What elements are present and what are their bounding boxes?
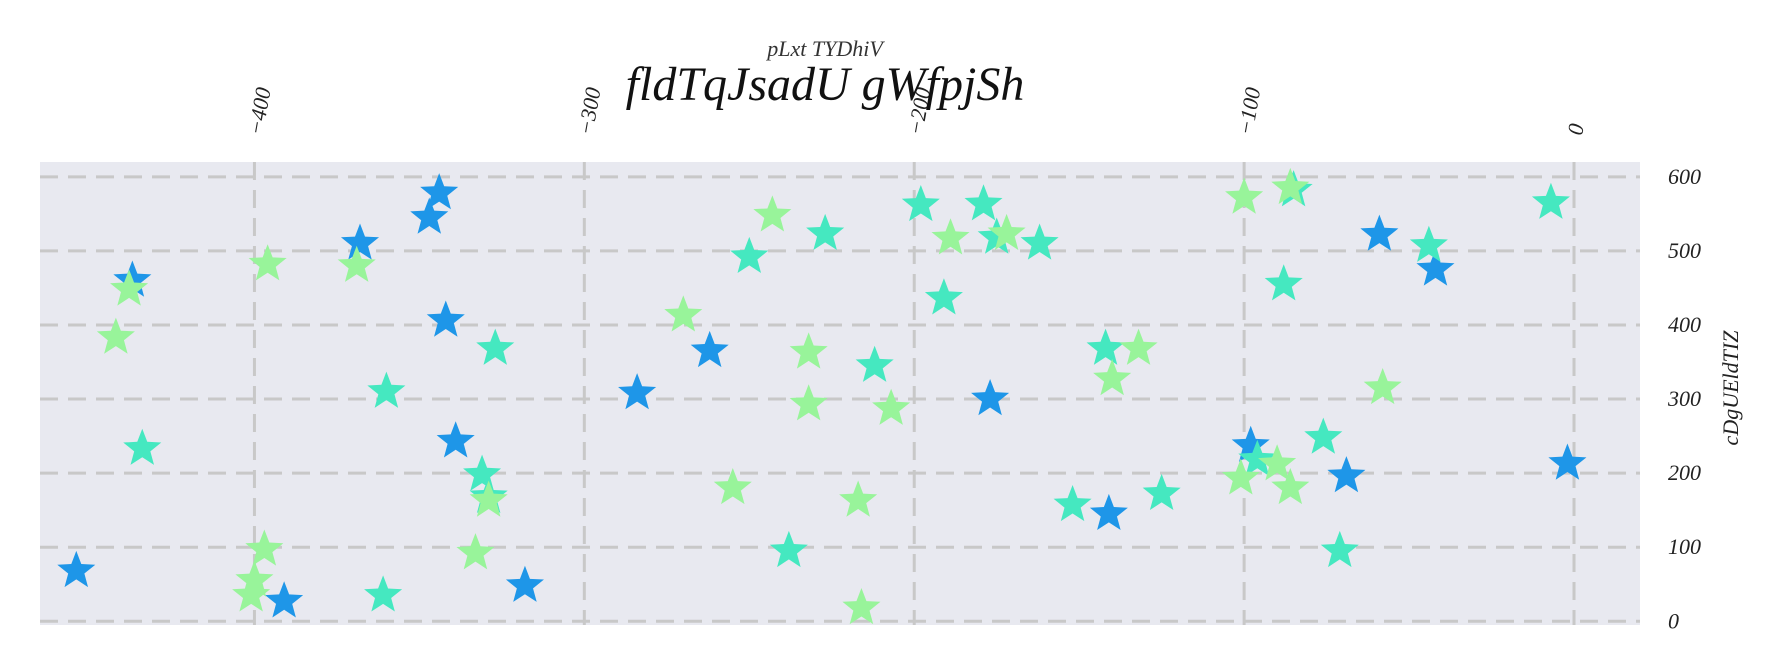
data-point-star [1327, 456, 1366, 493]
plot-background [40, 162, 1640, 625]
data-point-star [337, 245, 376, 282]
chart-subtitle: pLxt TYDhiV [765, 36, 885, 61]
y-tick-label: 100 [1668, 534, 1701, 559]
data-point-star [924, 278, 963, 315]
data-point-star [1221, 458, 1260, 495]
data-point-star [248, 244, 287, 281]
data-point-star [1304, 417, 1343, 454]
x-tick-label: −400 [243, 85, 276, 136]
data-point-star [476, 328, 515, 365]
data-point-star [730, 236, 769, 273]
data-point-star [1271, 167, 1310, 205]
data-point-star [1142, 473, 1181, 511]
data-point-star [901, 184, 940, 222]
x-tick-label: 0 [1562, 122, 1589, 137]
data-point-star [1225, 177, 1264, 214]
x-tick-label: −300 [573, 85, 606, 136]
data-point-star [753, 195, 792, 232]
data-point-star [232, 575, 271, 612]
data-point-star [340, 223, 380, 260]
data-point-star [57, 550, 96, 588]
y-tick-label: 600 [1668, 164, 1701, 189]
data-point-star [1360, 214, 1399, 251]
data-point-star [1020, 223, 1059, 260]
data-point-star [245, 529, 284, 566]
data-point-star [789, 384, 828, 421]
data-point-star [110, 269, 149, 306]
data-points [57, 167, 1587, 625]
y-tick-label: 200 [1668, 460, 1701, 485]
data-point-star [664, 295, 703, 332]
data-point-star [1320, 530, 1359, 568]
data-point-star [1238, 439, 1277, 476]
data-point-star [1053, 484, 1092, 522]
data-point-star [1231, 425, 1270, 462]
data-point-star [1409, 225, 1448, 262]
data-point-star [420, 173, 459, 210]
data-point-star [690, 330, 729, 368]
x-tick-label: −100 [1232, 85, 1265, 136]
data-point-star [1271, 467, 1310, 505]
data-point-star [123, 428, 162, 465]
chart-title: fldTqJsadU gWfpjSh [626, 58, 1025, 111]
data-point-star [1119, 328, 1158, 365]
data-point-star [1086, 328, 1125, 365]
data-point-star [463, 454, 502, 491]
data-point-star [96, 317, 135, 354]
data-point-star [469, 480, 508, 517]
y-tick-label: 400 [1668, 312, 1701, 337]
data-point-star [1416, 249, 1455, 286]
data-point-star [842, 587, 881, 625]
data-point-star [964, 184, 1003, 221]
data-point-star [931, 218, 970, 255]
data-point-star [436, 421, 475, 458]
data-point-star [839, 480, 878, 517]
data-point-star [1089, 493, 1128, 531]
data-point-star [769, 530, 808, 568]
data-point-star [1531, 182, 1570, 219]
data-point-star [505, 565, 544, 602]
data-point-star [367, 371, 406, 408]
data-point-star [987, 213, 1026, 251]
data-point-star [713, 467, 752, 505]
data-point-star [1363, 367, 1402, 405]
y-tick-label: 300 [1667, 386, 1701, 411]
y-tick-label: 500 [1668, 238, 1701, 263]
y-axis-ticks: 0 100 200 300 400 500 600 [1667, 164, 1701, 633]
data-point-star [855, 345, 894, 382]
data-point-star [1548, 443, 1587, 480]
data-point-star [265, 581, 304, 618]
data-point-star [426, 300, 465, 337]
y-axis-label: cDgUEldTIZ [1718, 330, 1743, 446]
y-tick-label: 0 [1668, 608, 1679, 633]
data-point-star [1264, 264, 1303, 301]
data-point-star [806, 213, 845, 251]
data-point-star [235, 560, 274, 597]
data-point-star [456, 533, 495, 570]
data-point-star [977, 217, 1016, 254]
data-point-star [410, 197, 449, 234]
data-point-star [1093, 359, 1132, 396]
data-point-star [618, 373, 657, 410]
data-point-star [364, 575, 403, 612]
data-point-star [872, 388, 911, 425]
data-point-star [971, 379, 1010, 416]
data-point-star [789, 332, 828, 369]
data-point-star [1258, 444, 1297, 481]
